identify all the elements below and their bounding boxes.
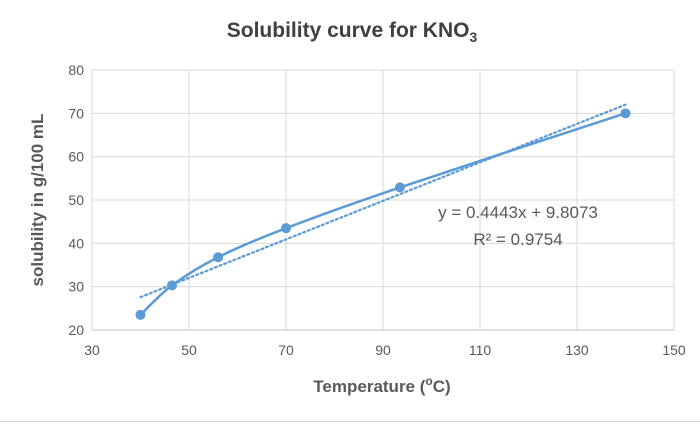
data-point <box>394 182 405 193</box>
y-tick-label: 70 <box>68 105 84 121</box>
bottom-divider <box>0 421 700 422</box>
y-tick-label: 80 <box>68 62 84 78</box>
x-axis-title-post: C) <box>433 377 451 396</box>
trendline-layer <box>139 103 627 299</box>
data-point <box>167 280 178 291</box>
chart-title-subscript: 3 <box>469 29 477 45</box>
y-tick-label: 20 <box>68 322 84 338</box>
data-point <box>620 108 631 119</box>
x-tick-label: 90 <box>375 342 391 358</box>
chart-title-main: Solubility curve for KNO <box>227 19 470 42</box>
x-tick-label: 150 <box>662 342 686 358</box>
data-point <box>213 252 224 263</box>
x-tick-label: 130 <box>565 342 589 358</box>
trendline <box>139 103 627 299</box>
y-tick-labels: 20 30 40 50 60 70 80 <box>68 62 84 338</box>
y-axis-title: solubility in g/100 mL <box>28 114 47 287</box>
x-axis-title: Temperature (oC) <box>313 374 450 396</box>
series-layer <box>135 108 631 320</box>
x-axis-title-sup: o <box>425 374 432 388</box>
x-tick-labels: 30 50 70 90 110 130 150 <box>84 342 686 358</box>
data-point <box>135 309 146 320</box>
data-point <box>281 223 291 234</box>
x-tick-label: 50 <box>181 342 197 358</box>
x-tick-label: 30 <box>84 342 100 358</box>
trendline-equation: y = 0.4443x + 9.8073 <box>438 203 598 222</box>
x-tick-label: 110 <box>469 342 492 358</box>
x-axis-title-pre: Temperature ( <box>313 377 425 396</box>
y-tick-label: 50 <box>68 192 84 208</box>
y-tick-label: 60 <box>68 149 84 165</box>
chart-title: Solubility curve for KNO3 <box>227 19 478 45</box>
y-tick-label: 30 <box>68 279 84 295</box>
gridlines <box>91 69 675 331</box>
x-tick-label: 70 <box>278 342 294 358</box>
y-tick-label: 40 <box>68 235 84 251</box>
trendline-r-squared: R² = 0.9754 <box>473 230 562 249</box>
